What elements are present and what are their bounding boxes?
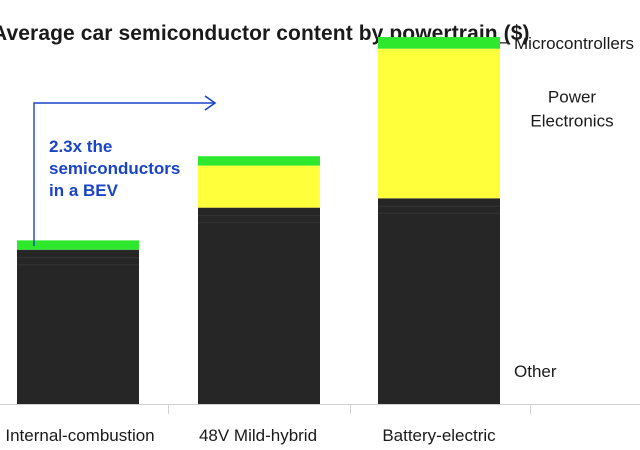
bar-48v-mild-hybrid-other bbox=[198, 207, 320, 404]
callout-text: 2.3x the semiconductors in a BEV bbox=[49, 137, 180, 200]
x-tick-label-48v-mild-hybrid: 48V Mild-hybrid bbox=[199, 426, 317, 445]
bar-internal-combustion-other bbox=[17, 249, 139, 404]
segment-label-power-electronics: Power Electronics bbox=[530, 88, 613, 131]
bar-battery-electric-microcontrollers bbox=[378, 37, 500, 49]
x-tick-label-internal-combustion: Internal-combustion bbox=[5, 426, 154, 445]
segment-label-other: Other bbox=[514, 362, 557, 381]
bar-battery-electric-power-electronics bbox=[378, 48, 500, 199]
callout-arrowhead-icon bbox=[204, 95, 217, 111]
x-tick-label-battery-electric: Battery-electric bbox=[382, 426, 496, 445]
segment-label-microcontrollers: Microcontrollers bbox=[514, 34, 634, 53]
bar-battery-electric-other bbox=[378, 198, 500, 404]
bar-internal-combustion-microcontrollers bbox=[17, 240, 139, 250]
callout-arrow-line bbox=[33, 102, 214, 246]
bar-48v-mild-hybrid-power-electronics bbox=[198, 165, 320, 208]
bar-48v-mild-hybrid-microcontrollers bbox=[198, 156, 320, 166]
